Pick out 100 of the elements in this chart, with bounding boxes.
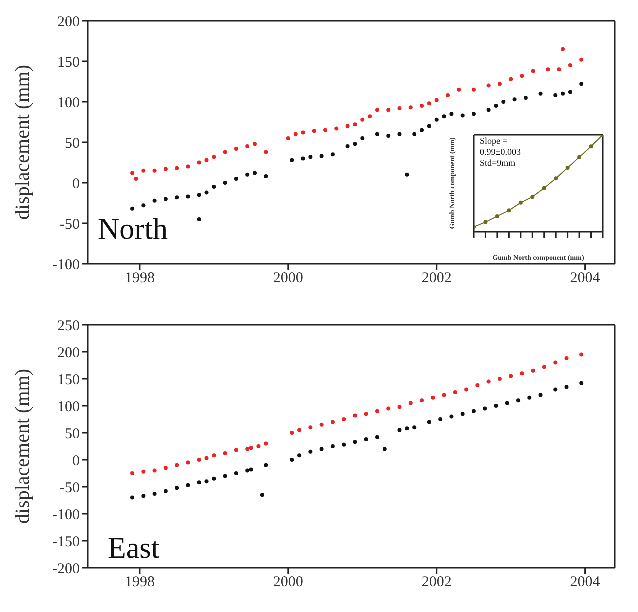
point: [486, 108, 491, 112]
point: [580, 352, 584, 357]
y-tick-label: 0: [72, 176, 80, 192]
point: [589, 144, 594, 149]
point: [494, 104, 498, 108]
point: [353, 440, 358, 444]
point: [375, 108, 380, 112]
point: [301, 156, 306, 161]
point: [186, 164, 190, 169]
point: [531, 368, 536, 373]
point: [204, 190, 209, 195]
point: [502, 100, 506, 104]
point: [382, 447, 387, 452]
point: [412, 132, 417, 136]
point: [530, 195, 535, 200]
point: [249, 468, 254, 472]
y-tick-label: 100: [58, 399, 80, 416]
x-tick-label: 1998: [124, 270, 155, 287]
point: [204, 158, 209, 162]
annotation: East: [108, 532, 160, 566]
point: [152, 198, 157, 203]
point: [364, 412, 368, 416]
point: [175, 486, 180, 490]
point: [405, 172, 410, 177]
point: [320, 422, 324, 427]
point: [152, 492, 157, 496]
y-axis-title: displacement (mm): [12, 65, 34, 220]
point: [197, 480, 202, 485]
point: [464, 388, 469, 392]
point: [290, 431, 294, 435]
point: [246, 172, 250, 177]
point: [142, 168, 146, 173]
point: [516, 398, 521, 403]
point: [264, 442, 268, 446]
point: [375, 409, 380, 414]
point: [175, 196, 180, 200]
point: [142, 494, 146, 498]
point: [564, 356, 569, 360]
point: [542, 186, 546, 190]
point: [434, 98, 439, 102]
point: [557, 68, 562, 72]
point: [460, 114, 465, 118]
point: [420, 128, 424, 132]
point: [453, 390, 458, 394]
point: [246, 468, 250, 473]
point: [334, 126, 339, 131]
point: [175, 166, 180, 170]
point: [386, 134, 391, 138]
point: [578, 155, 582, 160]
point: [212, 185, 216, 190]
y-tick-label: -150: [52, 534, 80, 550]
point: [264, 174, 268, 179]
point: [253, 171, 258, 176]
point: [520, 372, 524, 376]
point: [427, 102, 432, 106]
point: [484, 220, 488, 224]
point: [561, 92, 566, 96]
y-tick-label: -100: [52, 507, 80, 524]
point: [398, 428, 402, 432]
point: [142, 470, 146, 474]
point: [524, 96, 528, 100]
y-axis-title: displacement (mm): [12, 369, 34, 524]
x-tick-label: 2002: [422, 270, 452, 287]
point: [554, 360, 558, 365]
point: [505, 401, 510, 406]
point: [330, 152, 335, 157]
point: [186, 460, 190, 465]
point: [554, 94, 558, 98]
point: [483, 406, 488, 411]
point: [130, 206, 135, 211]
point: [212, 476, 216, 481]
point: [308, 155, 313, 160]
point: [398, 132, 402, 136]
point: [360, 136, 365, 140]
point: [472, 112, 476, 116]
point: [450, 414, 454, 419]
point: [442, 114, 446, 119]
point: [320, 154, 324, 158]
x-tick-label: 2000: [273, 574, 304, 591]
point: [260, 493, 264, 498]
point: [405, 426, 410, 431]
y-tick-label: -50: [60, 216, 80, 233]
point: [204, 480, 209, 484]
point: [442, 393, 446, 398]
point: [520, 74, 524, 78]
point: [472, 88, 476, 92]
point: [408, 401, 413, 406]
y-tick-label: 150: [58, 372, 80, 388]
point: [346, 144, 350, 149]
point: [580, 381, 584, 386]
x-tick-label: 2002: [422, 574, 452, 591]
point: [152, 168, 157, 173]
point: [427, 124, 432, 128]
point: [253, 142, 258, 146]
point: [197, 160, 202, 165]
point: [186, 194, 190, 199]
point: [223, 452, 228, 456]
point: [512, 98, 517, 102]
point: [568, 90, 572, 94]
point: [446, 94, 450, 98]
